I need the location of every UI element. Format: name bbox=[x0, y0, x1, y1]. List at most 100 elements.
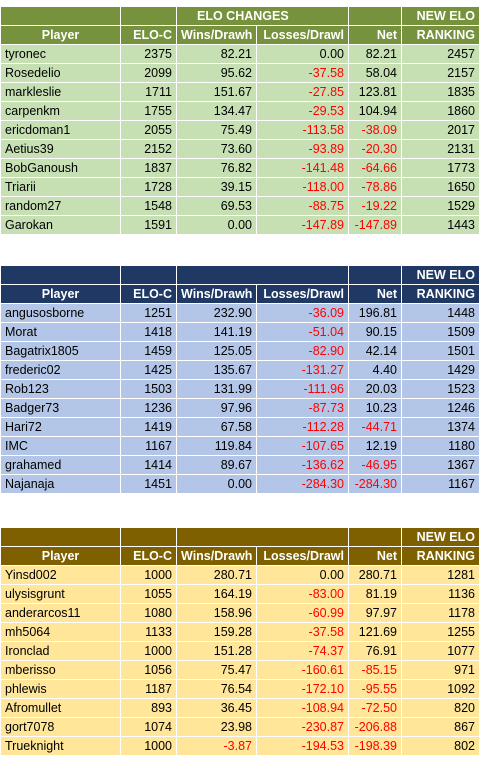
wins-cell: 75.49 bbox=[176, 120, 257, 140]
losses-cell: -37.58 bbox=[256, 63, 349, 83]
blue-ranking-table: NEW ELO Player ELO-C Wins/Drawh Losses/D… bbox=[0, 265, 480, 494]
player-name-cell: Triarii bbox=[0, 177, 121, 197]
ranking-cell: 1501 bbox=[401, 341, 480, 361]
net-cell: 90.15 bbox=[348, 322, 402, 342]
ranking-cell: 1835 bbox=[401, 82, 480, 102]
header-row-columns: Player ELO-C Wins/Drawh Losses/Drawl Net… bbox=[0, 25, 480, 45]
losses-cell: -147.89 bbox=[256, 215, 349, 235]
elo-c-cell: 1236 bbox=[120, 398, 177, 418]
header-cell bbox=[348, 6, 402, 26]
ranking-cell: 1374 bbox=[401, 417, 480, 437]
net-cell: -95.55 bbox=[348, 679, 402, 699]
ranking-cell: 1509 bbox=[401, 322, 480, 342]
elo-c-cell: 1187 bbox=[120, 679, 177, 699]
losses-cell: 0.00 bbox=[256, 44, 349, 64]
elo-c-cell: 893 bbox=[120, 698, 177, 718]
elo-c-cell: 1837 bbox=[120, 158, 177, 178]
wins-cell: 164.19 bbox=[176, 584, 257, 604]
net-cell: -20.30 bbox=[348, 139, 402, 159]
losses-cell: -111.96 bbox=[256, 379, 349, 399]
elo-c-cell: 1503 bbox=[120, 379, 177, 399]
wins-cell: 75.47 bbox=[176, 660, 257, 680]
ranking-cell: 1136 bbox=[401, 584, 480, 604]
table-row: Badger73 1236 97.96 -87.73 10.23 1246 bbox=[0, 398, 480, 418]
ranking-cell: 2131 bbox=[401, 139, 480, 159]
col-header-player: Player bbox=[0, 546, 121, 566]
elo-c-cell: 1251 bbox=[120, 303, 177, 323]
losses-cell: -60.99 bbox=[256, 603, 349, 623]
ranking-cell: 1281 bbox=[401, 565, 480, 585]
net-cell: 81.19 bbox=[348, 584, 402, 604]
net-cell: 196.81 bbox=[348, 303, 402, 323]
header-row-top: NEW ELO bbox=[0, 527, 480, 547]
losses-cell: -51.04 bbox=[256, 322, 349, 342]
elo-changes-heading: ELO CHANGES bbox=[176, 6, 349, 26]
wins-cell: 151.28 bbox=[176, 641, 257, 661]
table-row: random27 1548 69.53 -88.75 -19.22 1529 bbox=[0, 196, 480, 216]
col-header-net: Net bbox=[348, 25, 402, 45]
table-row: tyronec 2375 82.21 0.00 82.21 2457 bbox=[0, 44, 480, 64]
col-header-ranking: RANKING bbox=[401, 546, 480, 566]
wins-cell: 82.21 bbox=[176, 44, 257, 64]
ranking-cell: 820 bbox=[401, 698, 480, 718]
net-cell: -44.71 bbox=[348, 417, 402, 437]
player-name-cell: mh5064 bbox=[0, 622, 121, 642]
player-name-cell: tyronec bbox=[0, 44, 121, 64]
table-row: grahamed 1414 89.67 -136.62 -46.95 1367 bbox=[0, 455, 480, 475]
wins-cell: 0.00 bbox=[176, 215, 257, 235]
wins-cell: 119.84 bbox=[176, 436, 257, 456]
losses-cell: -194.53 bbox=[256, 736, 349, 756]
elo-c-cell: 1000 bbox=[120, 736, 177, 756]
wins-cell: 0.00 bbox=[176, 474, 257, 494]
header-row-columns: Player ELO-C Wins/Drawh Losses/Drawl Net… bbox=[0, 546, 480, 566]
ranking-cell: 1860 bbox=[401, 101, 480, 121]
losses-cell: -37.58 bbox=[256, 622, 349, 642]
ranking-cell: 1246 bbox=[401, 398, 480, 418]
ranking-cell: 2157 bbox=[401, 63, 480, 83]
wins-cell: 134.47 bbox=[176, 101, 257, 121]
net-cell: 12.19 bbox=[348, 436, 402, 456]
ranking-cell: 1448 bbox=[401, 303, 480, 323]
ranking-cell: 2017 bbox=[401, 120, 480, 140]
table-row: BobGanoush 1837 76.82 -141.48 -64.66 1773 bbox=[0, 158, 480, 178]
losses-cell: -172.10 bbox=[256, 679, 349, 699]
losses-cell: -112.28 bbox=[256, 417, 349, 437]
net-cell: -78.86 bbox=[348, 177, 402, 197]
col-header-wins: Wins/Drawh bbox=[176, 25, 257, 45]
table-row: markleslie 1711 151.67 -27.85 123.81 1835 bbox=[0, 82, 480, 102]
col-header-player: Player bbox=[0, 284, 121, 304]
elo-c-cell: 1055 bbox=[120, 584, 177, 604]
wins-cell: 39.15 bbox=[176, 177, 257, 197]
player-name-cell: Afromullet bbox=[0, 698, 121, 718]
elo-c-cell: 1000 bbox=[120, 641, 177, 661]
net-cell: 76.91 bbox=[348, 641, 402, 661]
player-name-cell: Rosedelio bbox=[0, 63, 121, 83]
header-row-top: ELO CHANGES NEW ELO bbox=[0, 6, 480, 26]
elo-c-cell: 1000 bbox=[120, 565, 177, 585]
table-row: gort7078 1074 23.98 -230.87 -206.88 867 bbox=[0, 717, 480, 737]
col-header-ranking: RANKING bbox=[401, 25, 480, 45]
ranking-cell: 867 bbox=[401, 717, 480, 737]
wins-cell: 151.67 bbox=[176, 82, 257, 102]
wins-cell: 95.62 bbox=[176, 63, 257, 83]
wins-cell: 280.71 bbox=[176, 565, 257, 585]
new-elo-heading: NEW ELO bbox=[401, 265, 480, 285]
losses-cell: -107.65 bbox=[256, 436, 349, 456]
net-cell: -206.88 bbox=[348, 717, 402, 737]
ranking-cell: 1167 bbox=[401, 474, 480, 494]
ranking-cell: 1523 bbox=[401, 379, 480, 399]
elo-changes-heading bbox=[176, 265, 349, 285]
ranking-cell: 2457 bbox=[401, 44, 480, 64]
table-row: ericdoman1 2055 75.49 -113.58 -38.09 2017 bbox=[0, 120, 480, 140]
net-cell: -38.09 bbox=[348, 120, 402, 140]
losses-cell: 0.00 bbox=[256, 565, 349, 585]
net-cell: 20.03 bbox=[348, 379, 402, 399]
green-ranking-table: ELO CHANGES NEW ELO Player ELO-C Wins/Dr… bbox=[0, 6, 480, 235]
wins-cell: 69.53 bbox=[176, 196, 257, 216]
player-name-cell: phlewis bbox=[0, 679, 121, 699]
elo-c-cell: 1459 bbox=[120, 341, 177, 361]
elo-c-cell: 1414 bbox=[120, 455, 177, 475]
table-row: mberisso 1056 75.47 -160.61 -85.15 971 bbox=[0, 660, 480, 680]
wins-cell: 23.98 bbox=[176, 717, 257, 737]
player-name-cell: Rob123 bbox=[0, 379, 121, 399]
